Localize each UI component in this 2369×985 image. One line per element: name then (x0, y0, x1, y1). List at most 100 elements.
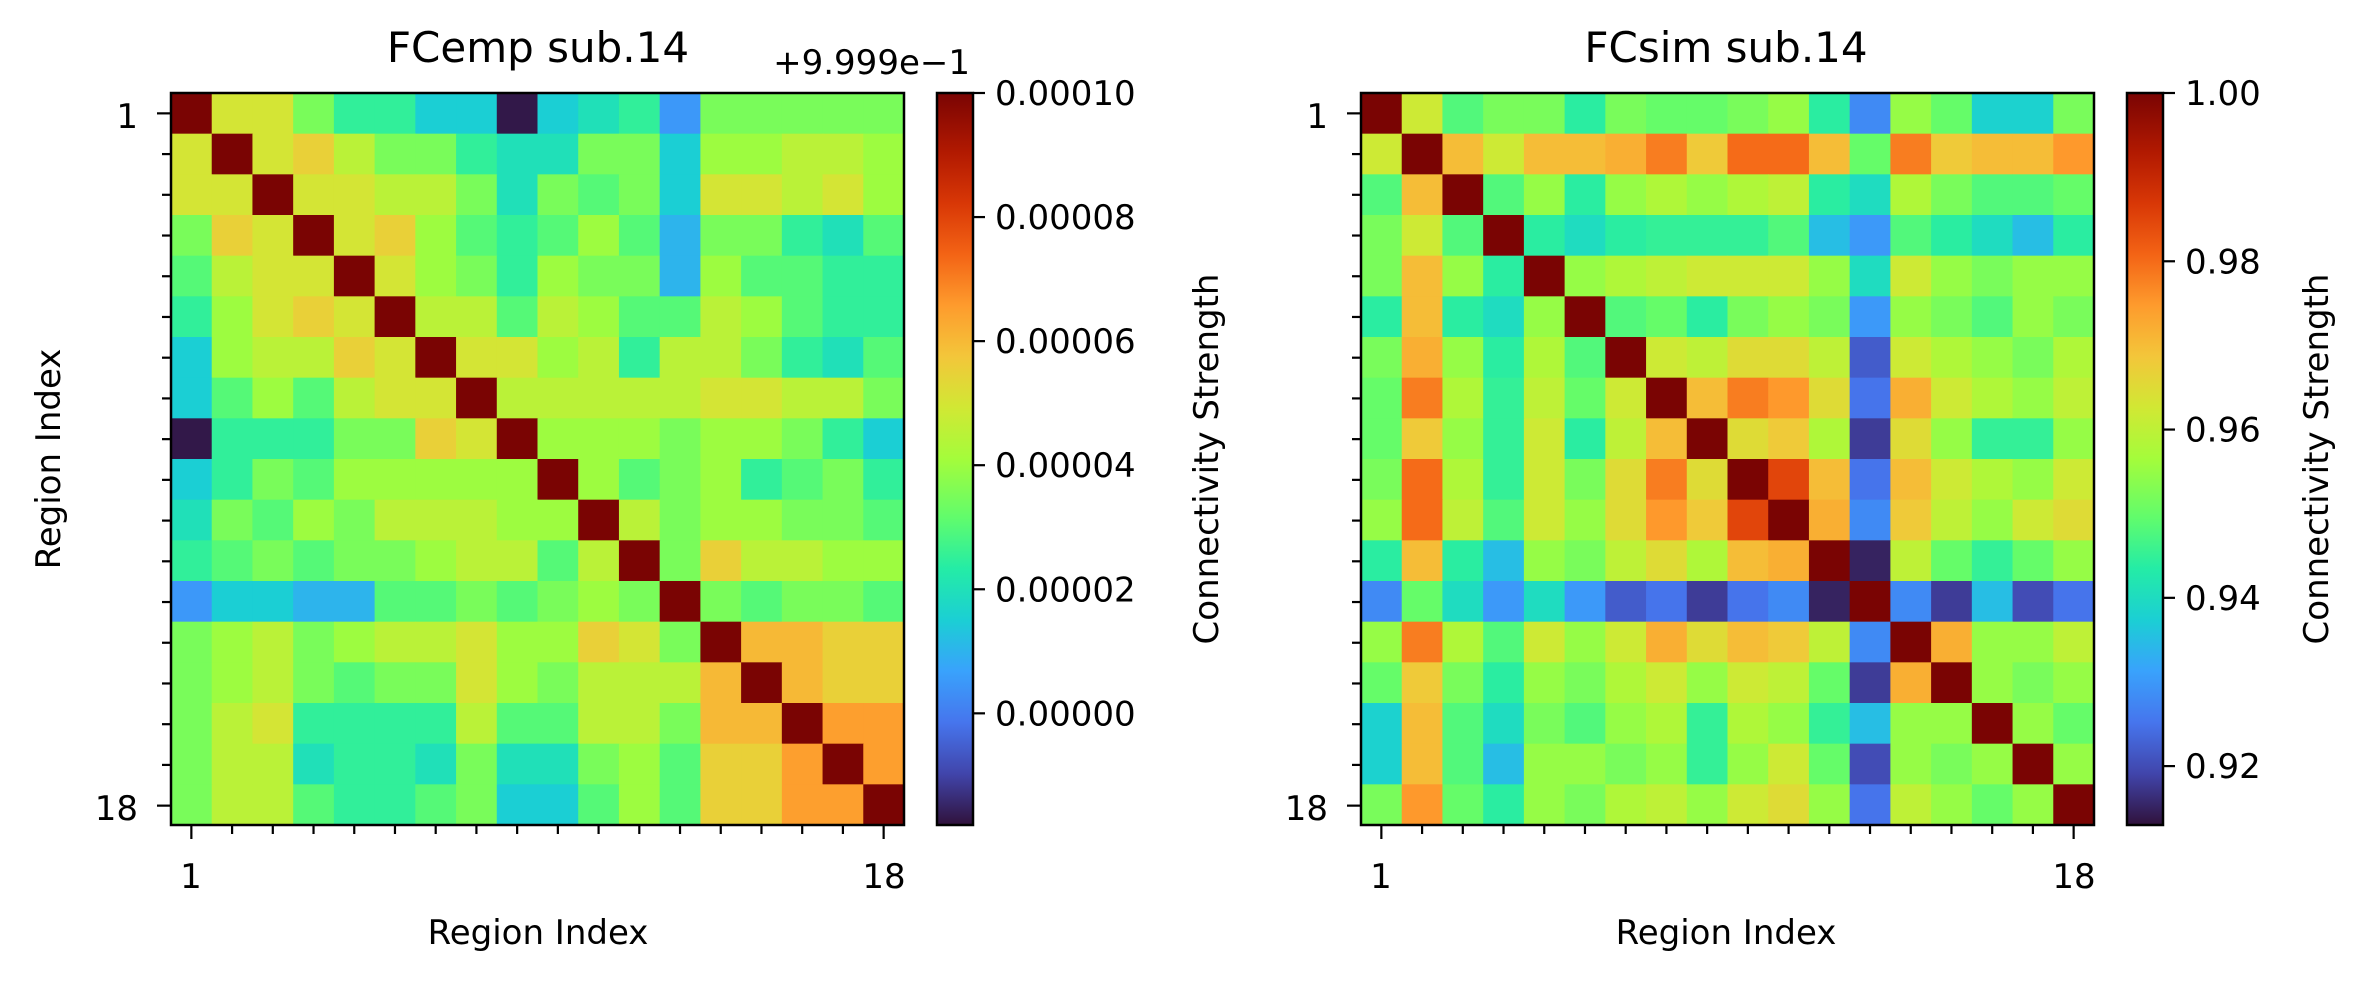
fcsim-cell (1646, 784, 1688, 826)
fcsim-xtick-first: 1 (1370, 857, 1392, 897)
fcemp-cell (741, 133, 783, 175)
fcsim-cell (2053, 581, 2095, 623)
fcemp-cell (496, 459, 539, 501)
fcemp-cell (618, 337, 661, 379)
fcsim-cell (1605, 703, 1647, 745)
fcsim-cell (1401, 703, 1444, 745)
fcemp-cell (252, 93, 294, 135)
fcemp-cell (659, 174, 701, 216)
fcemp-cell (781, 418, 824, 460)
fcsim-cell (1971, 621, 2014, 663)
fcemp-cell (415, 703, 457, 745)
fcsim-cell (1523, 93, 1566, 135)
fcsim-cell (1564, 743, 1606, 785)
fcsim-cell (1646, 662, 1688, 704)
fcsim-cell (1931, 540, 1973, 582)
fcsim-cell (2012, 703, 2054, 745)
fcemp-cell (171, 662, 213, 704)
fcsim-cell (1605, 621, 1647, 663)
fcemp-cell (333, 255, 376, 297)
fcsim-cell (1808, 581, 1851, 623)
fcemp-cell (700, 581, 742, 623)
fcemp-cell (781, 703, 824, 745)
fcsim-cell (1890, 784, 1932, 826)
fcsim-cell (1401, 337, 1444, 379)
fcemp-cell (496, 93, 539, 135)
fcsim-cell (1523, 459, 1566, 501)
fcsim-cell (1564, 540, 1606, 582)
fcemp-cell (822, 540, 864, 582)
fcsim-cell (1686, 174, 1729, 216)
fcsim-cell (1646, 255, 1688, 297)
fcemp-cell (374, 174, 416, 216)
fcsim-cell (1646, 377, 1688, 419)
fcemp-cell (456, 337, 498, 379)
fcemp-cell (863, 662, 905, 704)
fcemp-cell (741, 337, 783, 379)
fcsim-cell (1361, 255, 1403, 297)
fcemp-cell (700, 133, 742, 175)
fcsim-cell (1971, 133, 2014, 175)
fcemp-cell (537, 662, 579, 704)
fcsim-cell (1686, 296, 1729, 338)
fcemp-cell (700, 215, 742, 257)
fcsim-cell (1727, 377, 1769, 419)
fcemp-cell (700, 499, 742, 541)
fcemp-cell (741, 459, 783, 501)
fcsim-cell (1361, 784, 1403, 826)
fcemp-cell (659, 337, 701, 379)
fcemp-offset-label: +9.999e−1 (773, 43, 970, 83)
fcemp-xtick-first: 1 (180, 857, 202, 897)
fcsim-cell (1686, 133, 1729, 175)
fcemp-cell (700, 540, 742, 582)
fcemp-cell (374, 418, 416, 460)
fcsim-xtick-last: 18 (2052, 857, 2095, 897)
fcemp-cell (659, 662, 701, 704)
fcsim-cell (2012, 540, 2054, 582)
fcemp-cell (293, 540, 335, 582)
fcemp-cell (496, 377, 539, 419)
fcemp-cell (659, 93, 701, 135)
fcemp-cell (171, 337, 213, 379)
fcemp-cell (415, 93, 457, 135)
fcsim-cell (2012, 133, 2054, 175)
fcemp-cell (537, 703, 579, 745)
fcemp-cell (863, 174, 905, 216)
fcsim-cell (1727, 581, 1769, 623)
fcemp-cell (374, 703, 416, 745)
fcsim-cell (1564, 621, 1606, 663)
fcsim-cell (1605, 93, 1647, 135)
fcsim-cell (1727, 215, 1769, 257)
fcemp-cell (374, 133, 416, 175)
fcemp-cell (537, 621, 579, 663)
fcsim-cell (1890, 459, 1932, 501)
fcemp-cell (171, 174, 213, 216)
fcemp-cell (252, 296, 294, 338)
fcsim-cell (1686, 377, 1729, 419)
fcsim-cell (1890, 174, 1932, 216)
fcsim-colorbar (2125, 91, 2165, 827)
fcemp-cell (415, 337, 457, 379)
fcsim-cell (2053, 662, 2095, 704)
fcemp-cell (456, 377, 498, 419)
fcemp-cell (252, 377, 294, 419)
fcsim-cell (2012, 377, 2054, 419)
fcsim-cell (1401, 296, 1444, 338)
fcsim-cell (2053, 743, 2095, 785)
fcemp-cell (171, 255, 213, 297)
fcemp-cell (252, 418, 294, 460)
fcsim-cell (1523, 743, 1566, 785)
fcemp-cell (700, 93, 742, 135)
fcsim-cell (1401, 174, 1444, 216)
fcemp-cell (415, 418, 457, 460)
fcemp-cell (741, 377, 783, 419)
fcemp-cell (415, 133, 457, 175)
fcemp-cell (496, 215, 539, 257)
fcemp-cell (781, 662, 824, 704)
fcemp-cell (618, 784, 661, 826)
fcemp-cell (741, 743, 783, 785)
fcemp-cell (659, 499, 701, 541)
fcsim-cell (1483, 377, 1525, 419)
fcemp-cell (211, 377, 254, 419)
fcemp-ylabel: Region Index (29, 349, 69, 570)
